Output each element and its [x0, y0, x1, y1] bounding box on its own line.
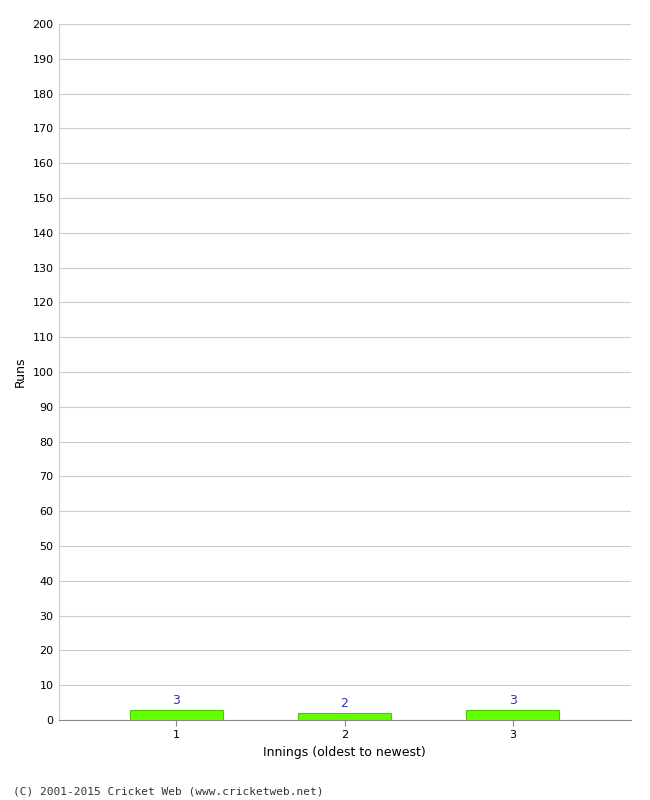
Bar: [298, 713, 391, 720]
Text: (C) 2001-2015 Cricket Web (www.cricketweb.net): (C) 2001-2015 Cricket Web (www.cricketwe…: [13, 786, 324, 796]
Bar: [130, 710, 222, 720]
Text: 2: 2: [341, 698, 348, 710]
X-axis label: Innings (oldest to newest): Innings (oldest to newest): [263, 746, 426, 759]
Text: 3: 3: [172, 694, 180, 706]
Bar: [467, 710, 559, 720]
Y-axis label: Runs: Runs: [14, 357, 27, 387]
Text: 3: 3: [509, 694, 517, 706]
